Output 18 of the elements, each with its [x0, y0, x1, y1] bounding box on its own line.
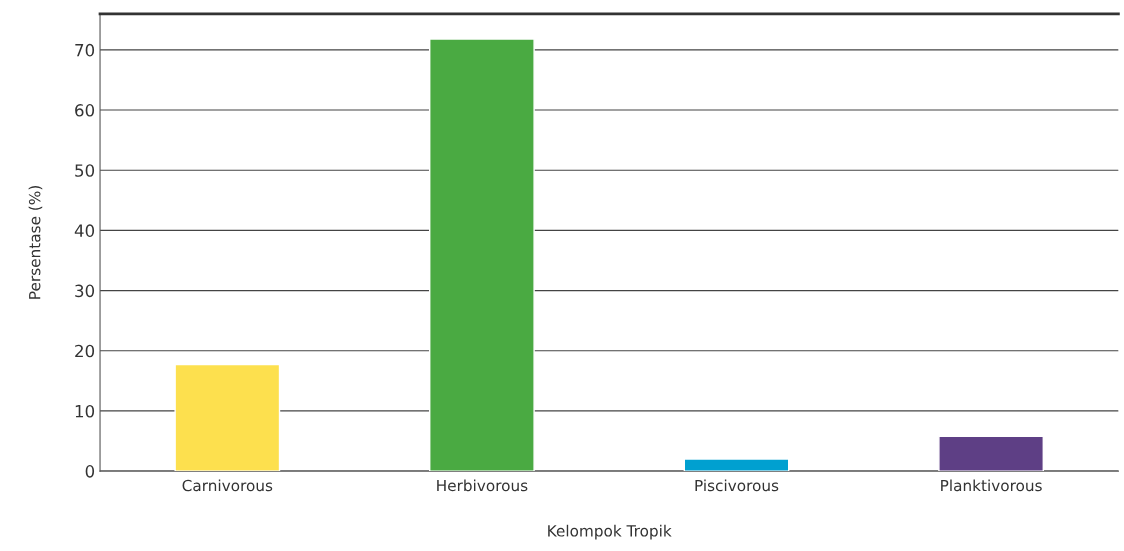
y-tick-label: 50 [75, 164, 95, 177]
x-tick-label: Piscivorous [695, 479, 779, 492]
x-tick-label: Planktivorous [941, 479, 1042, 492]
y-tick-label: 30 [75, 284, 95, 298]
y-tick-label: 40 [74, 224, 95, 237]
y-tick-label: 20 [75, 344, 95, 358]
y-tick-label: 70 [75, 43, 95, 57]
y-tick-label: 10 [75, 404, 95, 418]
bar [429, 38, 535, 472]
bar [938, 435, 1044, 472]
x-tick-label: Herbivorous [437, 479, 528, 492]
y-tick-label: 60 [75, 104, 95, 117]
x-tick-label: Carnivorous [182, 479, 273, 492]
bar [683, 458, 790, 472]
y-tick-label: 0 [85, 465, 95, 478]
y-axis-title: Persentase (%) [28, 186, 43, 299]
bar [174, 363, 281, 472]
x-axis-title: Kelompok Tropik [548, 524, 672, 540]
